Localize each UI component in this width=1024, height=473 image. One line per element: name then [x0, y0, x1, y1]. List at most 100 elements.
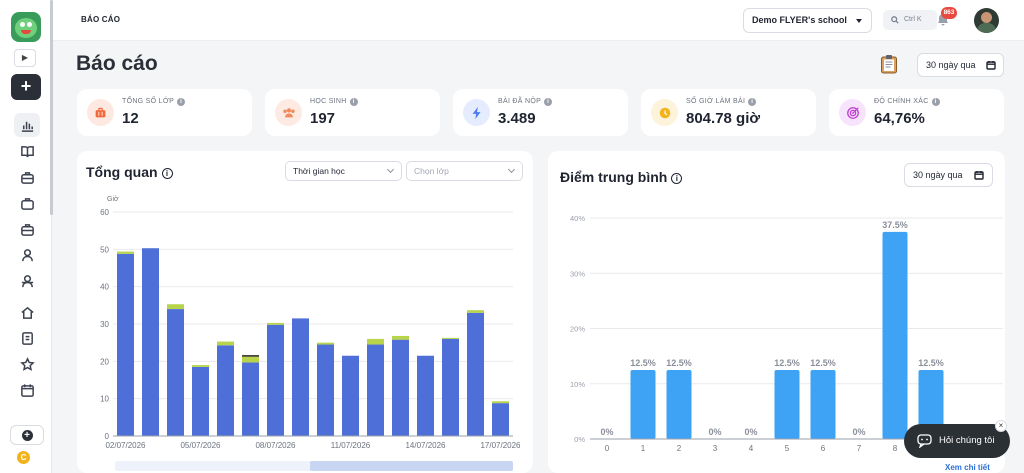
y-tick-label: 40% [570, 214, 585, 223]
bar-value-label: 37.5% [882, 220, 908, 230]
x-tick-label: 17/07/2026 [480, 441, 521, 450]
class-filter-placeholder: Chọn lớp [414, 166, 449, 176]
time-filter-select[interactable]: Thời gian học [285, 161, 402, 181]
bar-segment [492, 403, 509, 436]
bar-segment [367, 344, 384, 436]
bar [810, 369, 836, 439]
info-icon[interactable]: i [544, 98, 553, 106]
search-button[interactable]: Ctrl K [883, 10, 937, 30]
x-tick-label: 5 [785, 444, 790, 453]
bar-segment [492, 401, 509, 404]
x-tick-label: 02/07/2026 [105, 441, 146, 450]
bar-segment [442, 338, 459, 436]
chart-icon[interactable] [14, 113, 40, 137]
chevron-down-icon [386, 165, 395, 174]
star-icon[interactable] [14, 352, 40, 376]
kpi-card-classes: TỔNG SỐ LỚP i 12 [77, 89, 252, 136]
bar-segment [217, 341, 234, 346]
kpi-value: 804.78 giờ [686, 110, 761, 127]
bar-segment [217, 345, 234, 436]
bar-segment [292, 318, 309, 436]
kpi-card-hours: SỐ GIỜ LÀM BÀI i 804.78 giờ [641, 89, 816, 136]
home-icon[interactable] [14, 300, 40, 324]
bar-segment [342, 355, 359, 436]
notification-badge: 863 [941, 7, 957, 19]
bar-segment [467, 312, 484, 436]
briefcase-icon[interactable] [14, 165, 40, 189]
bar-segment [317, 342, 334, 345]
clock-icon [651, 99, 678, 126]
clipboard-icon[interactable] [880, 54, 898, 74]
info-icon[interactable]: i [161, 168, 173, 179]
kpi-card-students: HỌC SINH i 197 [265, 89, 440, 136]
sidebar-scrollbar[interactable] [50, 0, 53, 215]
date-range-select[interactable]: 30 ngày qua [917, 53, 1004, 77]
class-filter-select[interactable]: Chọn lớp [406, 161, 523, 181]
document-icon[interactable] [14, 326, 40, 350]
x-tick-label: 3 [713, 444, 718, 453]
help-label: Hỏi chúng tôi [939, 435, 995, 446]
app-logo[interactable] [11, 12, 41, 42]
users-icon[interactable] [14, 243, 40, 267]
calendar-icon[interactable] [14, 378, 40, 402]
book-icon[interactable] [14, 139, 40, 163]
kpi-value: 12 [122, 110, 139, 127]
breadcrumb: BÁO CÁO [81, 15, 121, 24]
average-panel: Điểm trung bình i 30 ngày qua 0% 10% 20% 30%… [548, 151, 1005, 473]
bar-value-label: 0% [600, 427, 613, 437]
kpi-label: TỔNG SỐ LỚP [122, 98, 175, 105]
bar-segment [117, 251, 134, 254]
target-icon [839, 99, 866, 126]
average-chart: 0%10%20%30%40%0%012.5%112.5%20%30%412.5%… [570, 214, 1003, 453]
topbar: BÁO CÁO Demo FLYER's school Ctrl K 863 [53, 0, 1024, 41]
info-icon[interactable]: i [177, 98, 186, 106]
y-tick-label: 20% [570, 325, 585, 334]
bar-segment [267, 324, 284, 436]
view-details-link[interactable]: Xem chi tiết [945, 463, 990, 472]
bar-value-label: 0% [852, 427, 865, 437]
sidebar: ▶ + + C [0, 0, 53, 473]
close-icon[interactable]: × [995, 420, 1007, 432]
zoom-slider-window [310, 461, 513, 471]
chat-icon [917, 434, 932, 448]
info-icon[interactable]: i [748, 98, 757, 106]
date-range-value: 30 ngày qua [926, 60, 976, 70]
bar-segment [392, 335, 409, 340]
add-button[interactable]: + [11, 74, 41, 100]
bar-segment [117, 253, 134, 436]
average-range-value: 30 ngày qua [913, 170, 963, 180]
sidebar-toggle-button[interactable]: ▶ [14, 49, 36, 67]
bar [882, 231, 908, 439]
briefcase-icon[interactable] [14, 217, 40, 241]
kpi-label: SỐ GIỜ LÀM BÀI [686, 98, 746, 105]
overview-chart: 0 10 20 30 40 50 60 Giờ 02/07/2026 05/07/2026 08/0… [100, 196, 521, 471]
info-icon[interactable]: i [671, 173, 683, 184]
info-icon[interactable]: i [349, 98, 358, 106]
info-icon[interactable]: i [931, 98, 940, 106]
bar-segment [242, 362, 259, 436]
x-tick-label: 8 [893, 444, 898, 453]
page-title: Báo cáo [76, 52, 158, 75]
kpi-card-submissions: BÀI ĐÃ NỘP i 3.489 [453, 89, 628, 136]
y-tick-label: 20 [100, 357, 109, 366]
school-select[interactable]: Demo FLYER's school [743, 8, 872, 33]
y-tick-label: 60 [100, 208, 109, 217]
calendar-icon [986, 61, 996, 70]
help-chat-button[interactable]: Hỏi chúng tôi [904, 424, 1010, 458]
briefcase-icon[interactable] [14, 191, 40, 215]
average-title: Điểm trung bình [560, 169, 668, 185]
bar-segment [392, 339, 409, 436]
x-tick-label: 11/07/2026 [331, 441, 371, 450]
add-school-button[interactable]: + [10, 425, 44, 445]
users-icon [275, 99, 302, 126]
y-tick-label: 0% [574, 435, 585, 444]
briefcase-icon [87, 99, 114, 126]
x-tick-label: 05/07/2026 [180, 441, 221, 450]
search-icon [891, 16, 899, 24]
bar-segment [267, 322, 284, 325]
users-icon[interactable] [14, 269, 40, 293]
bar-segment [442, 337, 459, 339]
bar-segment [242, 354, 259, 357]
avatar[interactable] [974, 8, 999, 33]
average-range-select[interactable]: 30 ngày qua [904, 163, 993, 187]
